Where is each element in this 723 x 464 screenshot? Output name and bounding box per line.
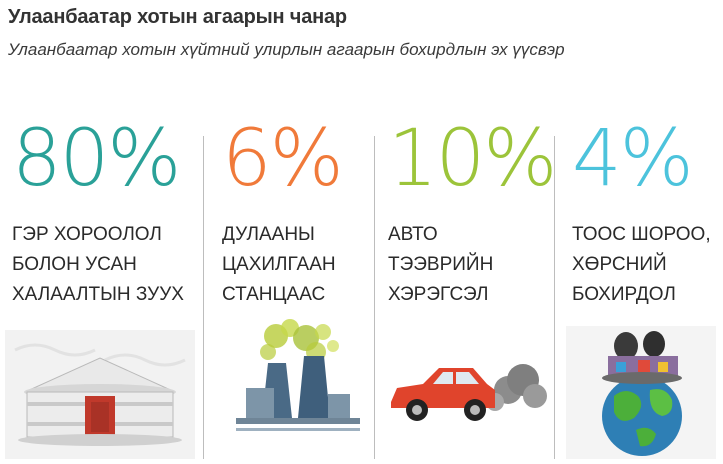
source-label-line: СТАНЦААС (222, 284, 326, 305)
source-card-vehicles: 10% АВТО ТЭЭВРИЙН ХЭРЭГСЭЛ (388, 120, 557, 459)
source-label: ДУЛААНЫ ЦАХИЛГААН СТАНЦААС (222, 220, 336, 310)
source-label-line: ТЭЭВРИЙН (388, 254, 494, 275)
percent-value: 80% (12, 114, 181, 204)
source-label-line: АВТО (388, 224, 438, 245)
source-label-line: ХАЛААЛТЫН ЗУУХ (12, 284, 184, 305)
source-label: АВТО ТЭЭВРИЙН ХЭРЭГСЭЛ (388, 220, 493, 310)
power-plant-icon (228, 318, 368, 464)
source-label-line: ЦАХИЛГААН (222, 254, 336, 275)
source-label-line: ТООС ШОРОО, (572, 224, 711, 245)
source-label-line: ДУЛААНЫ (222, 224, 315, 245)
source-card-dust: 4% ТООС ШОРОО, ХӨРСНИЙ БОХИРДОЛ (572, 120, 722, 459)
page-title: Улаанбаатар хотын агаарын чанар (8, 6, 347, 28)
polluted-earth-icon (566, 326, 716, 464)
source-label-line: БОХИРДОЛ (572, 284, 676, 305)
column-divider (203, 136, 204, 459)
percent-value: 10% (388, 114, 557, 204)
source-label: ТООС ШОРОО, ХӨРСНИЙ БОХИРДОЛ (572, 220, 711, 310)
source-label-line: ГЭР ХОРООЛОЛ (12, 224, 162, 245)
page-subtitle: Улаанбаатар хотын хүйтний улирлын агаары… (8, 40, 565, 59)
column-divider (554, 136, 555, 459)
source-card-power-plant: 6% ДУЛААНЫ ЦАХИЛГААН СТАНЦААС (222, 120, 372, 459)
source-label-line: БОЛОН УСАН (12, 254, 137, 275)
source-label-line: ХӨРСНИЙ (572, 254, 667, 275)
source-card-ger: 80% ГЭР ХОРООЛОЛ БОЛОН УСАН ХАЛААЛТЫН ЗУ… (12, 120, 192, 459)
source-label: ГЭР ХОРООЛОЛ БОЛОН УСАН ХАЛААЛТЫН ЗУУХ (12, 220, 184, 310)
percent-value: 6% (222, 114, 344, 204)
car-smoke-icon (383, 350, 553, 435)
source-label-line: ХЭРЭГСЭЛ (388, 284, 489, 305)
column-divider (374, 136, 375, 459)
percent-value: 4% (572, 114, 694, 204)
ger-icon (5, 330, 195, 464)
